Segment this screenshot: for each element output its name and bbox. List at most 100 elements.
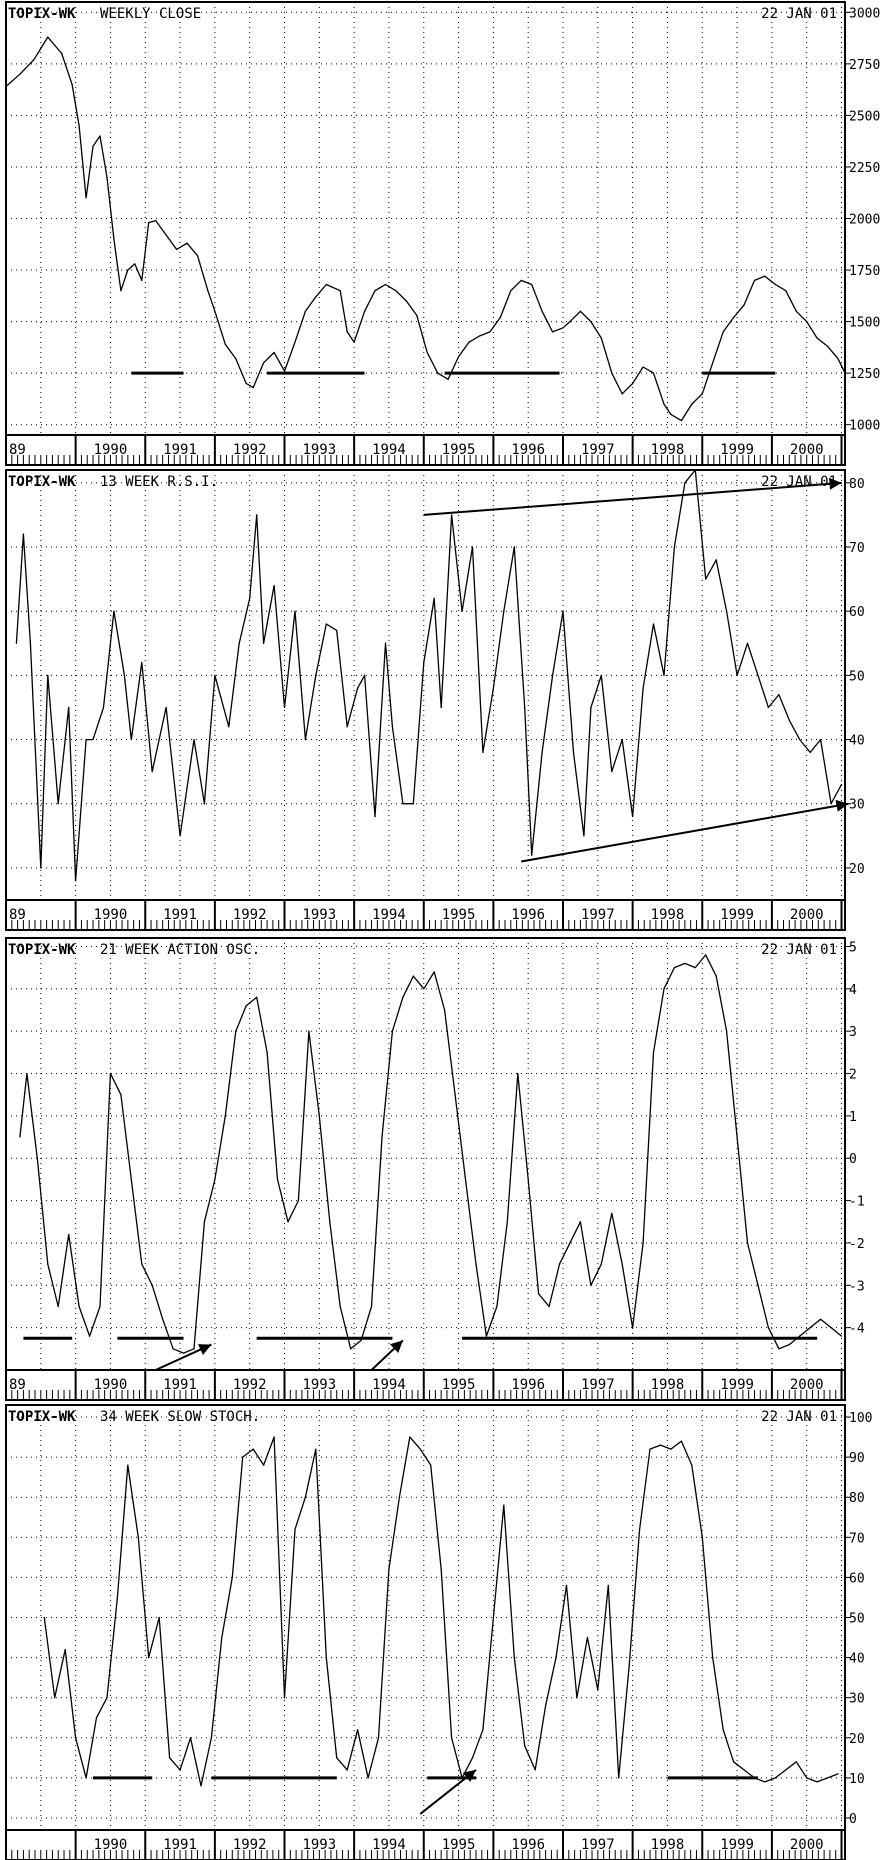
year-label: 1996: [511, 907, 545, 923]
panel-title: TOPIX-WK: [8, 474, 76, 490]
data-point: [106, 176, 108, 178]
year-label: 1997: [581, 442, 615, 458]
data-point: [370, 1305, 373, 1308]
data-point: [130, 738, 132, 741]
data-point: [92, 145, 94, 147]
data-point: [524, 1745, 526, 1747]
data-point: [339, 1305, 341, 1308]
data-point: [464, 1178, 467, 1181]
y-tick-label: 40: [849, 734, 865, 749]
data-point: [492, 687, 494, 689]
data-point: [680, 419, 682, 422]
data-point: [809, 751, 811, 753]
year-label: 2000: [790, 442, 824, 458]
data-point: [663, 403, 665, 405]
data-point: [471, 546, 474, 548]
data-point: [165, 234, 167, 236]
data-point: [694, 967, 696, 969]
data-point: [398, 1496, 400, 1498]
data-point: [423, 988, 425, 990]
data-point: [778, 1348, 780, 1350]
data-point: [837, 358, 839, 360]
data-point: [451, 1737, 453, 1739]
year-label: 1994: [372, 907, 406, 923]
data-point: [830, 803, 832, 805]
data-point: [715, 975, 717, 977]
year-label: 1999: [720, 1377, 754, 1393]
data-point: [538, 1293, 540, 1295]
data-point: [726, 610, 728, 612]
data-point: [294, 1528, 296, 1530]
data-point: [64, 1648, 66, 1651]
data-point: [673, 546, 676, 548]
data-point: [663, 988, 665, 990]
data-point: [412, 975, 414, 977]
data-point: [701, 393, 703, 395]
data-point: [736, 674, 738, 676]
data-point: [203, 803, 206, 805]
data-point: [179, 1769, 181, 1771]
year-label: 1993: [302, 442, 336, 458]
data-point: [357, 1729, 359, 1731]
data-point: [785, 1769, 787, 1771]
data-point: [162, 1318, 164, 1320]
data-point: [228, 726, 230, 728]
data-point: [47, 1263, 49, 1265]
data-point: [632, 382, 634, 385]
data-point: [806, 1777, 808, 1779]
data-point: [5, 85, 7, 88]
data-point: [336, 1757, 338, 1759]
y-tick-label: 2250: [849, 161, 880, 176]
year-label: 1997: [581, 1837, 615, 1853]
year-label: 1994: [372, 1837, 406, 1853]
data-point: [475, 1263, 477, 1265]
y-tick-label: 20: [849, 1732, 865, 1747]
data-point: [520, 279, 522, 281]
year-label: 1996: [511, 1377, 545, 1393]
data-point: [722, 331, 724, 333]
year-band: [5, 899, 846, 931]
data-point: [586, 1636, 588, 1639]
data-point: [263, 362, 265, 364]
year-label-first: 89: [9, 442, 26, 458]
data-point: [764, 1781, 766, 1783]
data-point: [788, 1343, 790, 1346]
data-point: [433, 971, 435, 973]
data-point: [531, 283, 533, 286]
data-point: [531, 854, 533, 856]
data-point: [489, 331, 491, 333]
year-label: 1997: [581, 1377, 615, 1393]
y-tick-label: -1: [849, 1195, 865, 1210]
data-point: [600, 1263, 602, 1265]
data-point: [214, 1178, 216, 1181]
data-point: [325, 623, 327, 625]
data-point: [468, 341, 470, 343]
y-tick-label: -3: [849, 1279, 865, 1294]
data-point: [78, 125, 80, 127]
y-tick-label: 70: [849, 1531, 865, 1546]
data-point: [200, 1785, 202, 1787]
data-point: [127, 1464, 129, 1466]
data-point: [569, 1242, 571, 1244]
data-point: [120, 1094, 122, 1096]
data-point: [57, 1305, 59, 1308]
year-label: 1993: [302, 907, 336, 923]
data-point: [85, 1777, 87, 1779]
y-tick-label: 3000: [849, 6, 880, 21]
data-point: [210, 1737, 212, 1739]
data-point: [670, 413, 672, 415]
data-point: [806, 320, 808, 323]
data-point: [186, 242, 188, 244]
data-point: [95, 1717, 98, 1719]
data-point: [440, 1568, 442, 1570]
data-point: [423, 661, 425, 664]
data-point: [33, 59, 35, 61]
panel-date: 22 JAN 01: [761, 1409, 837, 1425]
lower-trendline-head: [835, 799, 849, 812]
data-point: [437, 372, 439, 374]
data-point: [541, 751, 543, 753]
data-point: [47, 36, 49, 38]
data-point: [743, 304, 745, 306]
data-point: [799, 1335, 801, 1337]
series-line: [43, 1436, 839, 1787]
